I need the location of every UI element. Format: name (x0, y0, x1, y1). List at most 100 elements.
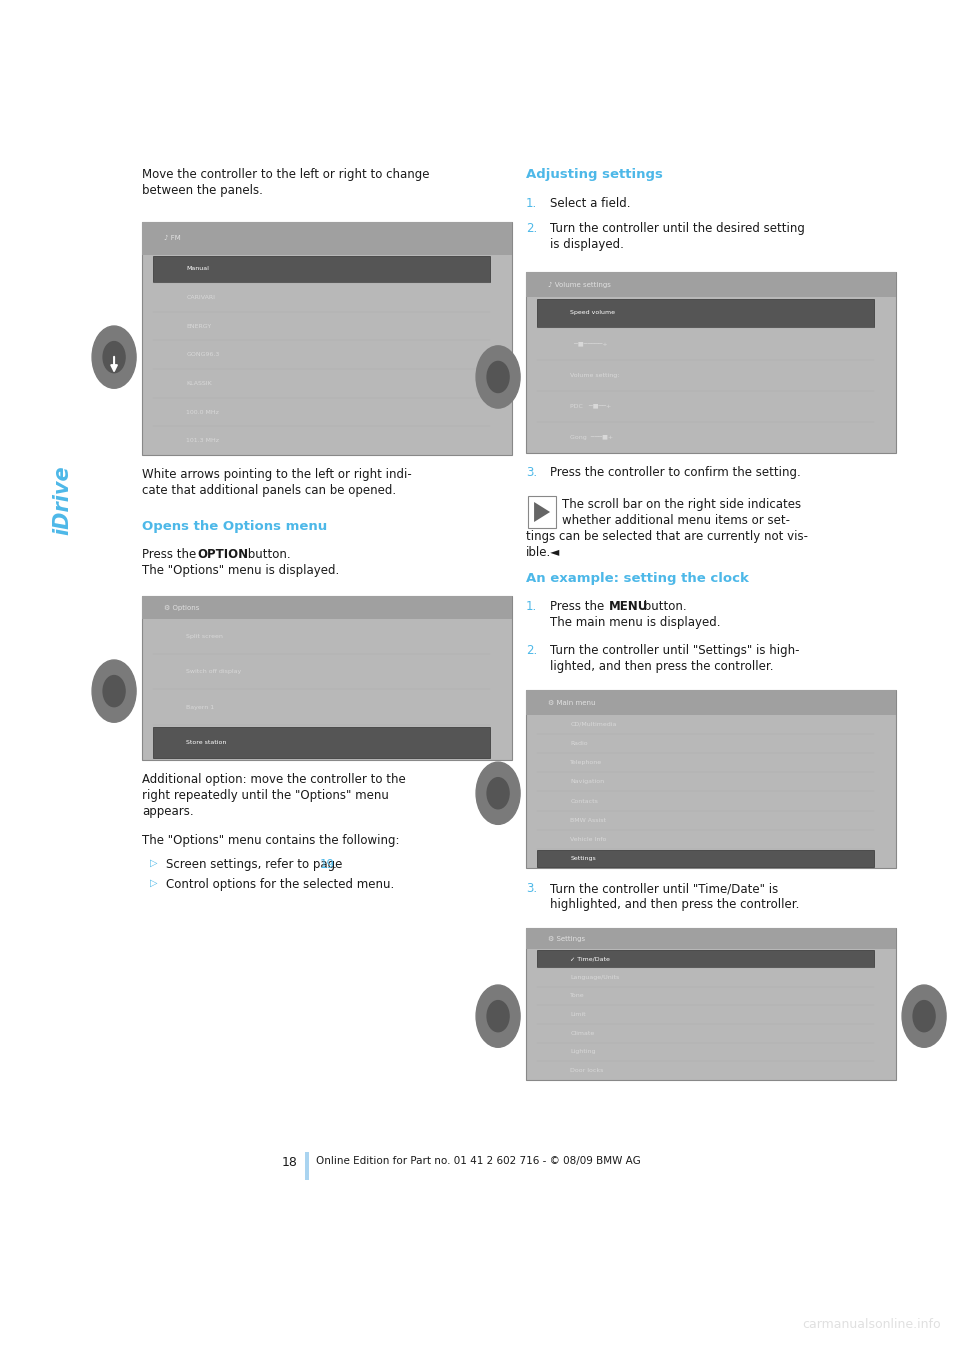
Text: Tone: Tone (570, 994, 585, 998)
Bar (526, 928, 896, 1080)
Bar (538, 850, 874, 866)
Text: Language/Units: Language/Units (570, 975, 620, 979)
Text: Telephone: Telephone (570, 760, 603, 766)
Text: Press the: Press the (550, 600, 608, 612)
Text: ♪ FM: ♪ FM (164, 235, 181, 242)
Text: White arrows pointing to the left or right indi-: White arrows pointing to the left or rig… (142, 469, 412, 481)
Text: Adjusting settings: Adjusting settings (526, 168, 663, 181)
Text: button.: button. (244, 549, 291, 561)
Text: whether additional menu items or set-: whether additional menu items or set- (563, 513, 790, 527)
Circle shape (103, 342, 125, 372)
Text: Press the: Press the (142, 549, 200, 561)
Circle shape (92, 660, 136, 722)
Text: CARIVARI: CARIVARI (186, 295, 215, 300)
Text: ▷: ▷ (150, 858, 157, 868)
Bar (538, 299, 874, 327)
Text: Navigation: Navigation (570, 779, 605, 785)
Text: Turn the controller until the desired setting: Turn the controller until the desired se… (550, 221, 804, 235)
Polygon shape (534, 502, 550, 521)
Text: Control options for the selected menu.: Control options for the selected menu. (166, 879, 395, 891)
Text: BMW Assist: BMW Assist (570, 818, 607, 823)
Text: button.: button. (640, 600, 686, 612)
Text: 3.: 3. (526, 881, 538, 895)
Text: between the panels.: between the panels. (142, 183, 263, 197)
Text: ♪ Volume settings: ♪ Volume settings (548, 281, 612, 288)
Text: Move the controller to the left or right to change: Move the controller to the left or right… (142, 168, 429, 181)
Text: Split screen: Split screen (186, 634, 224, 640)
Text: The "Options" menu contains the following:: The "Options" menu contains the followin… (142, 834, 399, 847)
Text: The "Options" menu is displayed.: The "Options" menu is displayed. (142, 564, 339, 577)
Text: ✓ Time/Date: ✓ Time/Date (570, 956, 611, 961)
Text: Volume setting:: Volume setting: (570, 372, 620, 378)
Circle shape (487, 361, 509, 392)
Text: highlighted, and then press the controller.: highlighted, and then press the controll… (550, 898, 800, 911)
Text: PDC   ─■──+: PDC ─■──+ (570, 403, 612, 409)
Text: Gong  ───■+: Gong ───■+ (570, 435, 613, 440)
Text: cate that additional panels can be opened.: cate that additional panels can be opene… (142, 483, 396, 497)
Text: ⚙ Settings: ⚙ Settings (548, 936, 586, 941)
Text: Manual: Manual (186, 266, 209, 272)
Text: 18: 18 (282, 1156, 298, 1169)
Text: 101.3 MHz: 101.3 MHz (186, 439, 220, 443)
Bar (142, 221, 512, 455)
Text: GONG96.3: GONG96.3 (186, 352, 220, 357)
Text: 2.: 2. (526, 221, 538, 235)
Bar (305, 1152, 309, 1180)
Text: Speed volume: Speed volume (570, 311, 615, 315)
Text: iDrive: iDrive (53, 466, 72, 535)
Text: The scroll bar on the right side indicates: The scroll bar on the right side indicat… (563, 498, 802, 511)
Bar (142, 596, 512, 760)
Text: Switch off display: Switch off display (186, 669, 242, 675)
Text: 3.: 3. (526, 466, 538, 479)
Text: ENERGY: ENERGY (186, 323, 212, 329)
Text: Turn the controller until "Settings" is high-: Turn the controller until "Settings" is … (550, 644, 800, 657)
Text: An example: setting the clock: An example: setting the clock (526, 572, 749, 585)
Text: 2.: 2. (526, 644, 538, 657)
Text: Bayern 1: Bayern 1 (186, 705, 215, 710)
Bar (526, 272, 896, 454)
Text: Screen settings, refer to page: Screen settings, refer to page (166, 858, 347, 870)
Text: Additional option: move the controller to the: Additional option: move the controller t… (142, 773, 406, 786)
Text: appears.: appears. (142, 805, 194, 818)
Text: 100.0 MHz: 100.0 MHz (186, 410, 219, 414)
Circle shape (913, 1001, 935, 1032)
Text: right repeatedly until the "Options" menu: right repeatedly until the "Options" men… (142, 789, 389, 803)
Text: ⚙ Options: ⚙ Options (164, 604, 200, 611)
Bar (154, 257, 490, 282)
Bar (526, 272, 896, 297)
Text: OPTION: OPTION (197, 549, 249, 561)
Text: .: . (333, 858, 337, 870)
Text: Door locks: Door locks (570, 1069, 604, 1073)
Circle shape (92, 326, 136, 388)
Bar (528, 496, 556, 528)
Text: Lighting: Lighting (570, 1050, 596, 1055)
Circle shape (103, 675, 125, 706)
Text: is displayed.: is displayed. (550, 238, 624, 251)
Bar (526, 928, 896, 949)
Text: lighted, and then press the controller.: lighted, and then press the controller. (550, 660, 774, 674)
Text: ─■─────+: ─■─────+ (570, 342, 608, 346)
Text: Contacts: Contacts (570, 799, 598, 804)
Text: The main menu is displayed.: The main menu is displayed. (550, 617, 721, 629)
Text: Press the controller to confirm the setting.: Press the controller to confirm the sett… (550, 466, 801, 479)
Text: Online Edition for Part no. 01 41 2 602 716 - © 08/09 BMW AG: Online Edition for Part no. 01 41 2 602 … (316, 1156, 640, 1167)
Bar (526, 690, 896, 714)
Circle shape (487, 778, 509, 809)
Circle shape (902, 985, 947, 1047)
Bar (142, 221, 512, 254)
Text: Vehicle Info: Vehicle Info (570, 837, 607, 842)
Text: Limit: Limit (570, 1012, 587, 1017)
Text: Climate: Climate (570, 1031, 595, 1036)
Bar (526, 690, 896, 868)
Bar (142, 596, 512, 619)
Circle shape (476, 985, 520, 1047)
Text: 19: 19 (320, 858, 335, 870)
Text: Radio: Radio (570, 741, 588, 746)
Text: Store station: Store station (186, 740, 227, 746)
Text: ⚙ Main menu: ⚙ Main menu (548, 699, 596, 705)
Text: Settings: Settings (570, 856, 596, 861)
Text: tings can be selected that are currently not vis-: tings can be selected that are currently… (526, 530, 808, 543)
Text: 1.: 1. (526, 197, 538, 210)
Text: Turn the controller until "Time/Date" is: Turn the controller until "Time/Date" is (550, 881, 779, 895)
Bar (538, 951, 874, 967)
